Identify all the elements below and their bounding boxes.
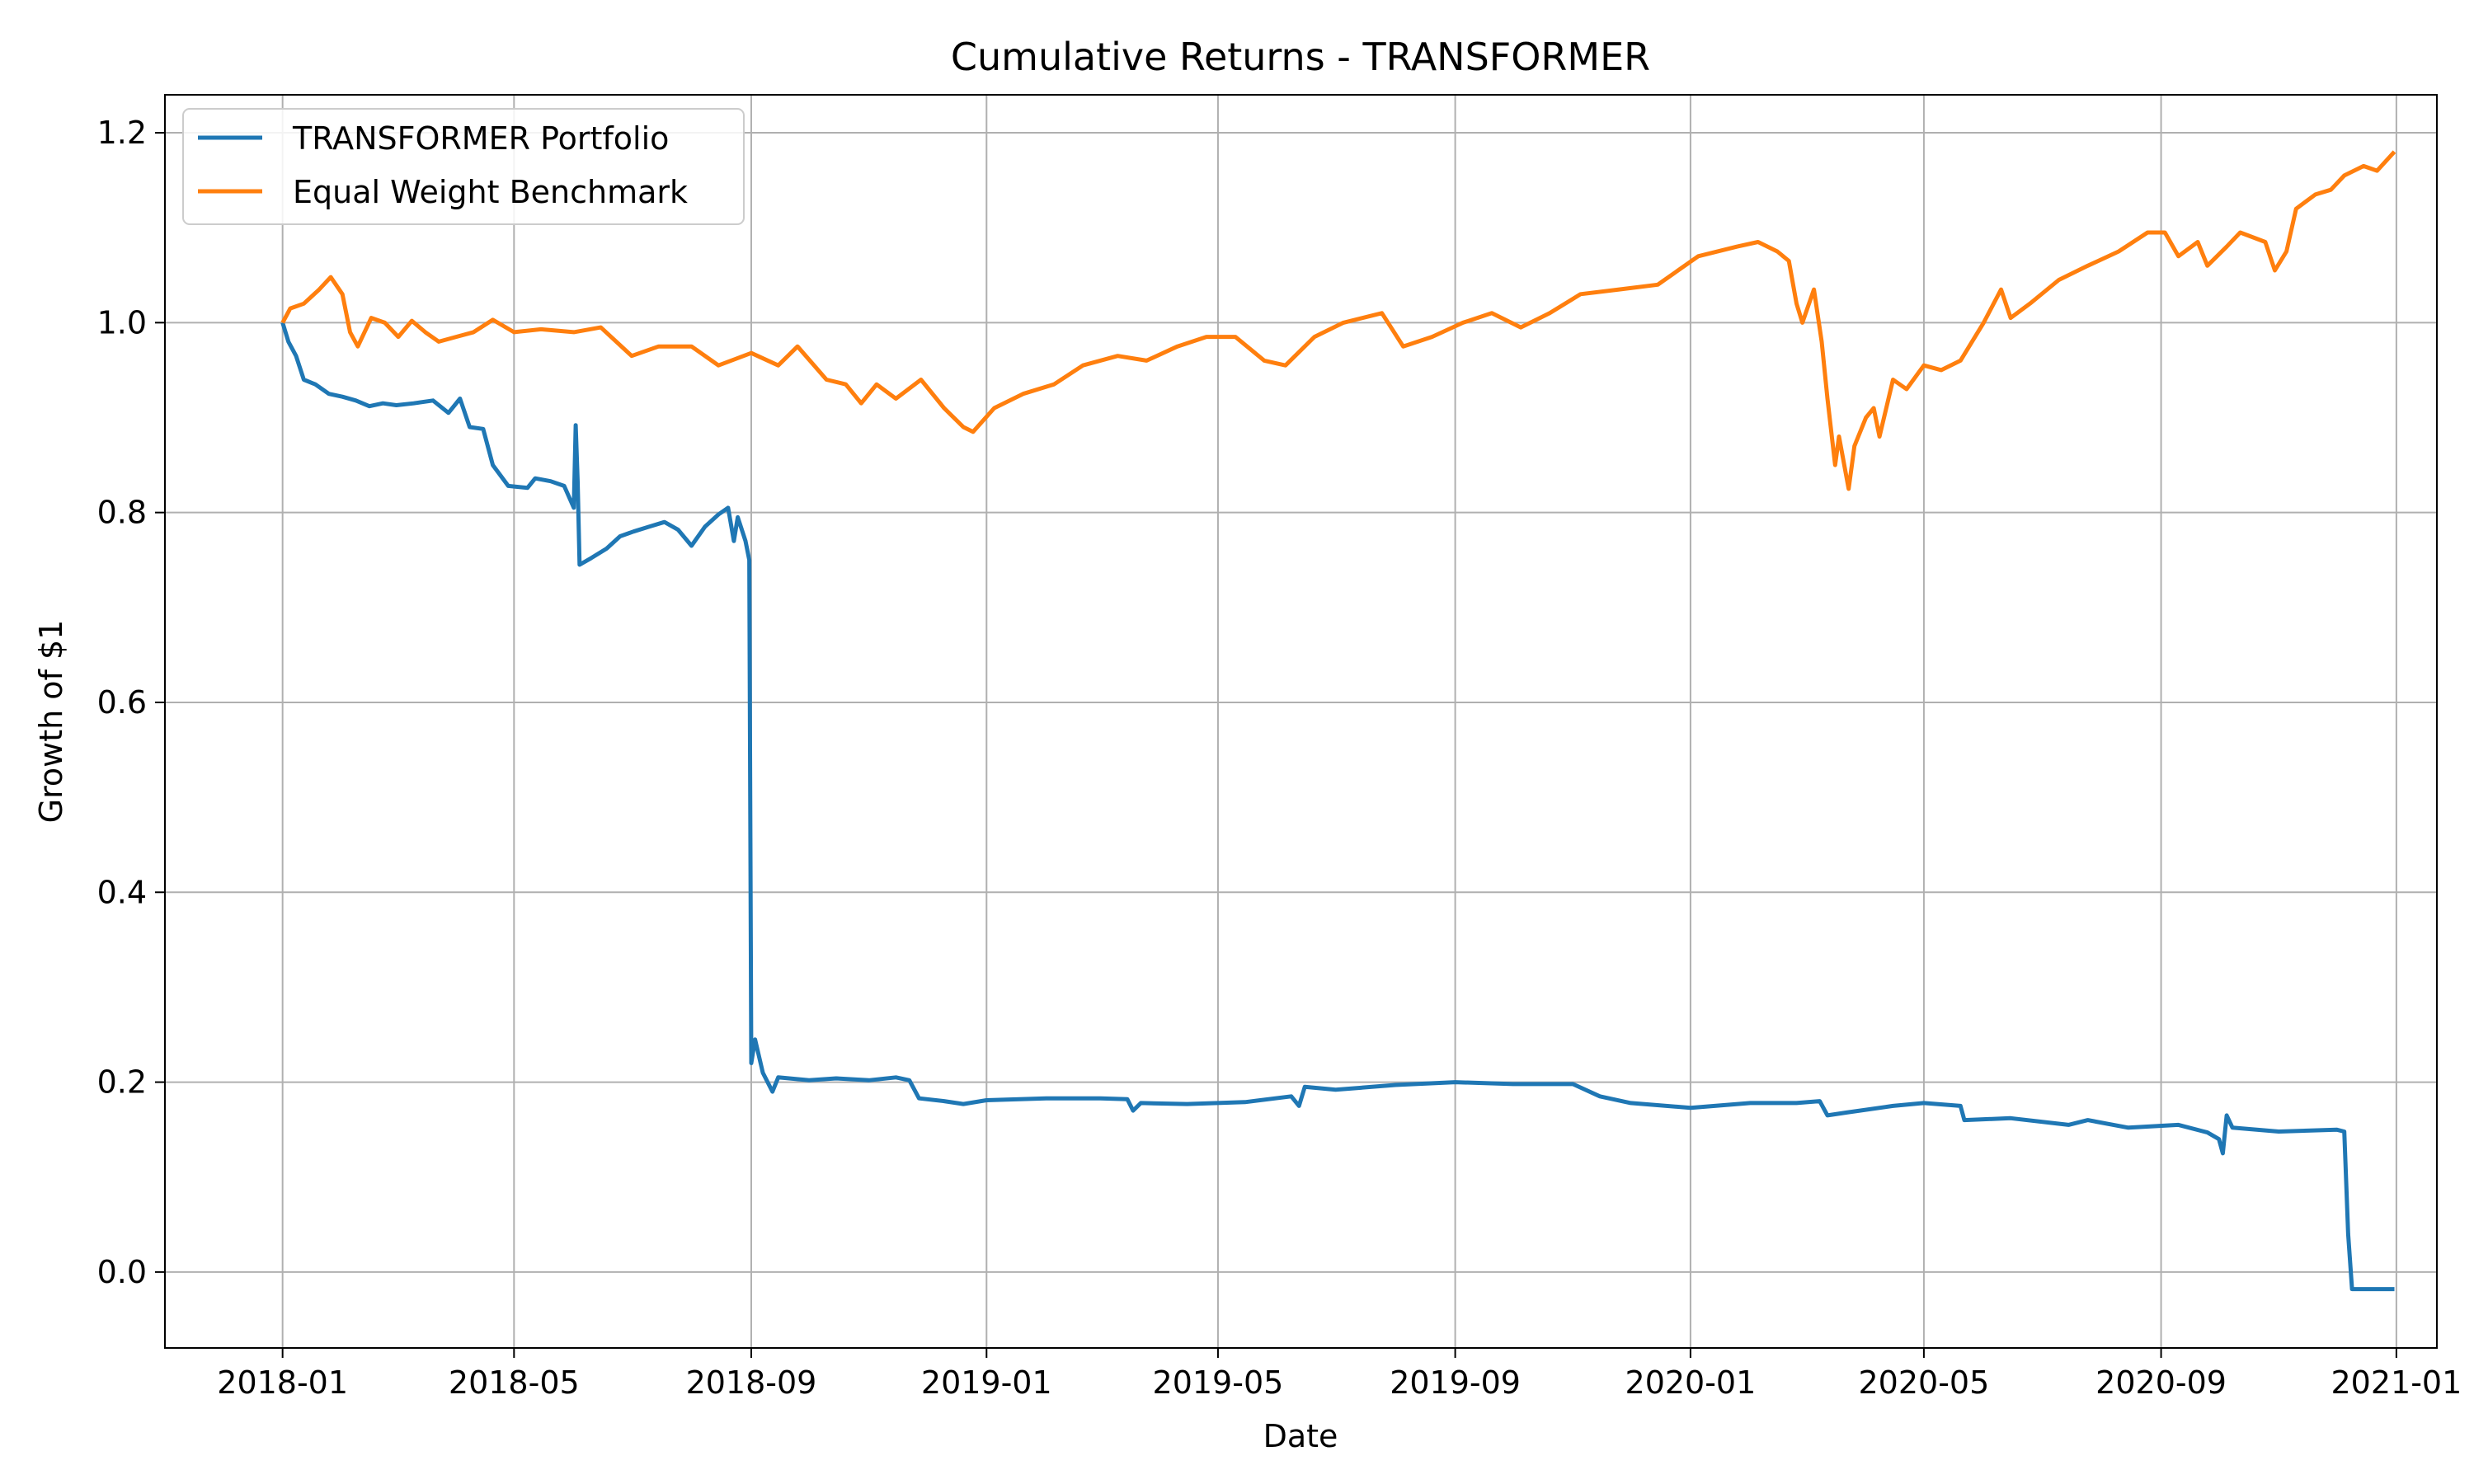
legend-label-portfolio: TRANSFORMER Portfolio xyxy=(292,120,669,157)
y-axis-label: Growth of $1 xyxy=(33,620,69,824)
plot-frame xyxy=(164,94,2438,1349)
series-line-portfolio xyxy=(280,322,2395,1292)
y-axis: 0.0 0.2 0.4 0.6 0.8 1.0 1.2 xyxy=(97,115,165,1290)
y-tick-label: 0.6 xyxy=(97,684,147,721)
legend: TRANSFORMER Portfolio Equal Weight Bench… xyxy=(182,108,745,225)
y-tick-label: 0.8 xyxy=(97,495,147,531)
x-tick-label: 2020-09 xyxy=(2095,1364,2227,1401)
series-line-benchmark xyxy=(280,150,2396,491)
x-tick-label: 2019-01 xyxy=(921,1364,1052,1401)
x-axis-label: Date xyxy=(1263,1418,1338,1454)
x-tick-label: 2020-01 xyxy=(1625,1364,1757,1401)
y-tick-label: 0.0 xyxy=(97,1254,147,1290)
x-tick-label: 2019-09 xyxy=(1390,1364,1521,1401)
x-tick-label: 2019-05 xyxy=(1153,1364,1284,1401)
y-tick-label: 0.4 xyxy=(97,874,147,910)
y-tick-label: 1.2 xyxy=(97,115,147,151)
legend-label-benchmark: Equal Weight Benchmark xyxy=(293,174,688,210)
chart-title: Cumulative Returns - TRANSFORMER xyxy=(951,35,1650,79)
x-tick-label: 2021-01 xyxy=(2331,1364,2462,1401)
x-tick-label: 2018-09 xyxy=(686,1364,817,1401)
y-tick-label: 0.2 xyxy=(97,1064,147,1101)
y-tick-label: 1.0 xyxy=(97,304,147,340)
x-tick-label: 2018-05 xyxy=(449,1364,580,1401)
legend-box xyxy=(182,108,745,225)
x-axis: 2018-01 2018-05 2018-09 2019-01 2019-05 2019-… xyxy=(217,1348,2462,1401)
grid xyxy=(165,95,2437,1348)
x-tick-label: 2020-05 xyxy=(1859,1364,1990,1401)
x-tick-label: 2018-01 xyxy=(217,1364,348,1401)
series-layer xyxy=(280,150,2396,1292)
